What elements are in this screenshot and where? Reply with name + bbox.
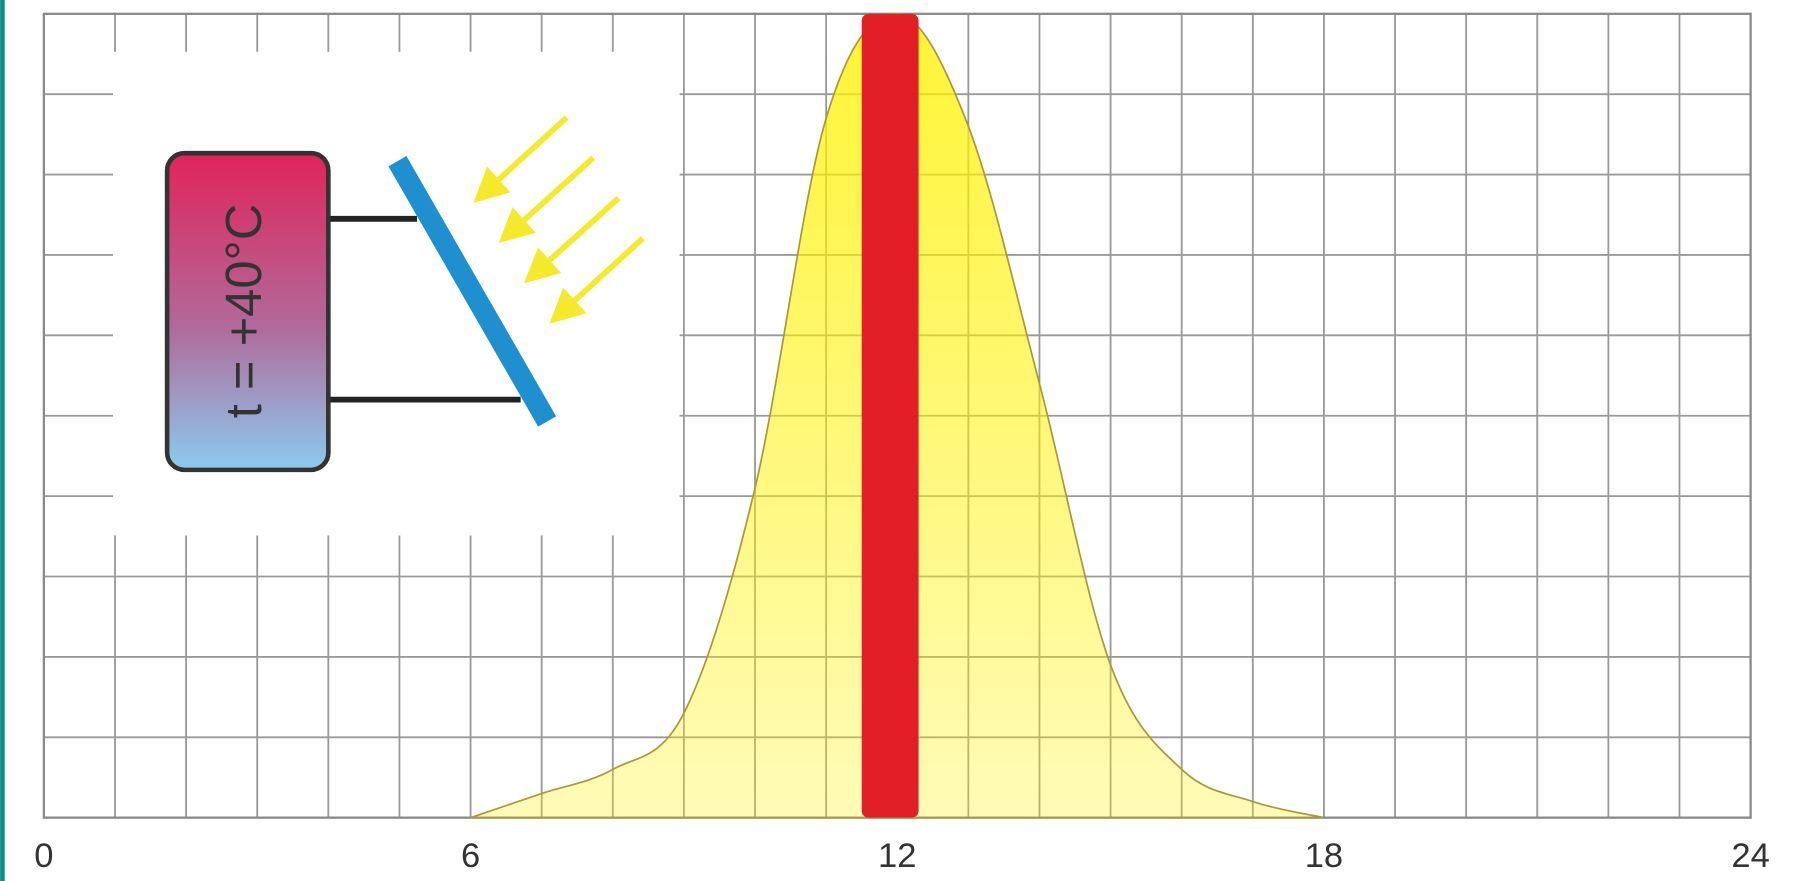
inset: t = +40°C [113, 52, 680, 536]
x-tick-label: 18 [1305, 837, 1343, 875]
x-tick-label: 6 [461, 837, 480, 875]
highlight-band [862, 14, 919, 818]
x-tick-label: 12 [878, 837, 916, 875]
edge-strip [0, 0, 5, 881]
page: t = +40°C 06121824 (() => { const data =… [0, 0, 1806, 881]
labels: 0 6 12 18 24 [34, 837, 1770, 875]
x-tick-label: 24 [1731, 837, 1769, 875]
chart: t = +40°C 0 6 12 18 24 [0, 0, 1806, 881]
x-tick-label: 0 [34, 837, 53, 875]
inset-label: t = +40°C [215, 204, 272, 419]
